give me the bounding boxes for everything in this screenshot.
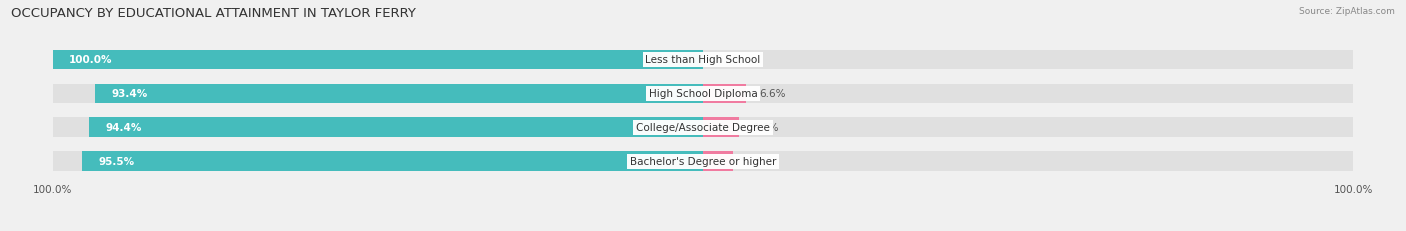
Bar — [703, 50, 1354, 70]
Text: 95.5%: 95.5% — [98, 157, 134, 167]
Text: 0.0%: 0.0% — [716, 55, 742, 65]
Bar — [52, 118, 703, 138]
Bar — [52, 84, 703, 104]
Text: 94.4%: 94.4% — [105, 123, 142, 133]
Bar — [96, 84, 703, 104]
Text: 100.0%: 100.0% — [1334, 185, 1374, 195]
Bar — [703, 84, 1354, 104]
Bar — [89, 118, 703, 138]
Bar — [52, 152, 703, 171]
Text: Source: ZipAtlas.com: Source: ZipAtlas.com — [1299, 7, 1395, 16]
Text: OCCUPANCY BY EDUCATIONAL ATTAINMENT IN TAYLOR FERRY: OCCUPANCY BY EDUCATIONAL ATTAINMENT IN T… — [11, 7, 416, 20]
Bar — [52, 50, 703, 70]
Bar — [703, 118, 740, 138]
Text: College/Associate Degree: College/Associate Degree — [636, 123, 770, 133]
Bar — [703, 118, 1354, 138]
Text: 100.0%: 100.0% — [69, 55, 112, 65]
Text: 100.0%: 100.0% — [32, 185, 72, 195]
Text: 5.6%: 5.6% — [752, 123, 779, 133]
Text: 6.6%: 6.6% — [759, 89, 786, 99]
Text: 4.6%: 4.6% — [747, 157, 772, 167]
Bar — [703, 84, 747, 104]
Bar — [703, 152, 1354, 171]
Text: Bachelor's Degree or higher: Bachelor's Degree or higher — [630, 157, 776, 167]
Text: High School Diploma: High School Diploma — [648, 89, 758, 99]
Text: Less than High School: Less than High School — [645, 55, 761, 65]
Bar — [52, 50, 703, 70]
Bar — [703, 152, 733, 171]
Bar — [82, 152, 703, 171]
Text: 93.4%: 93.4% — [111, 89, 148, 99]
